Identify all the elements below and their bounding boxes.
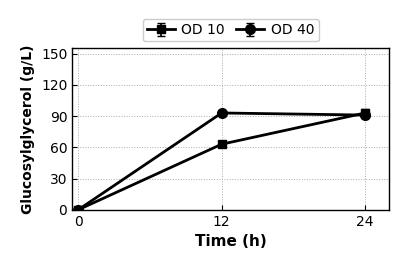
Y-axis label: Glucosylglycerol (g/L): Glucosylglycerol (g/L) — [21, 44, 35, 214]
X-axis label: Time (h): Time (h) — [195, 234, 266, 249]
Legend: OD 10, OD 40: OD 10, OD 40 — [143, 19, 318, 41]
